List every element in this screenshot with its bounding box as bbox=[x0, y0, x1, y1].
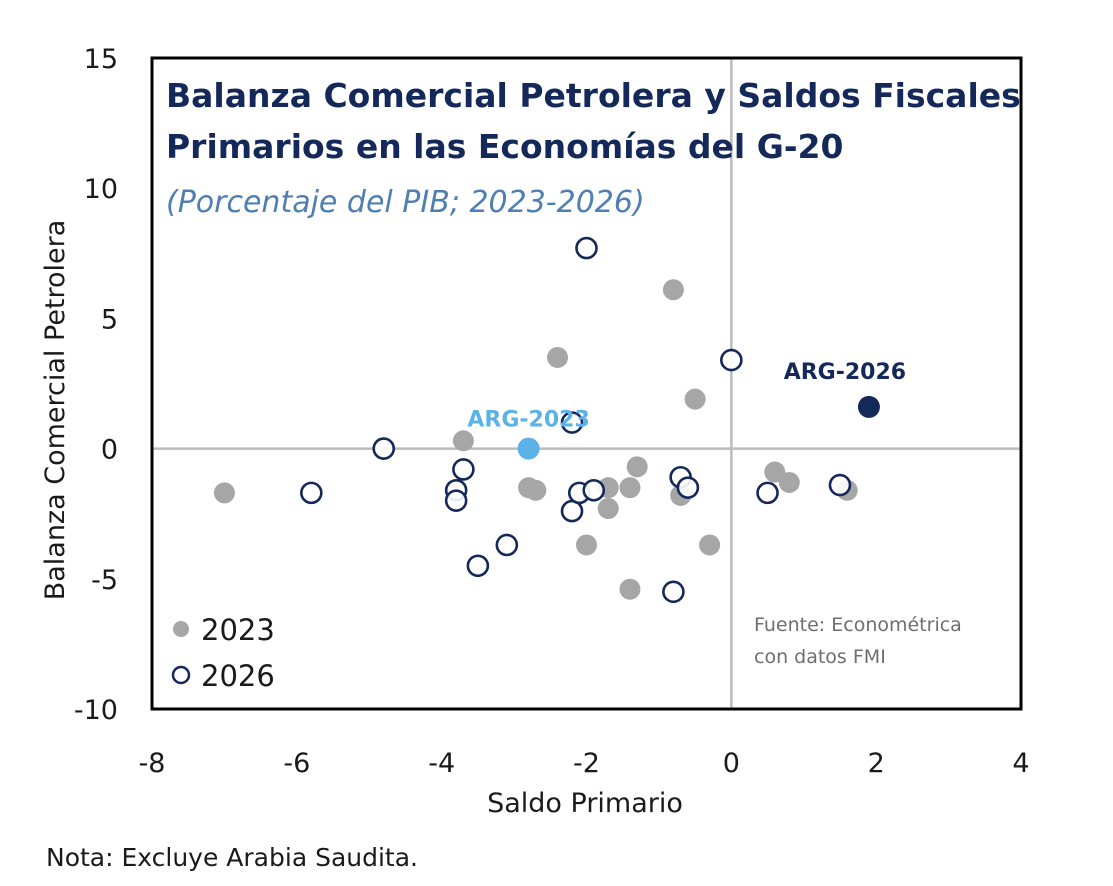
legend: 2023 2026 bbox=[171, 613, 275, 693]
legend-label-2026: 2026 bbox=[201, 659, 275, 693]
point-2026 bbox=[828, 473, 852, 497]
x-tick-label: 4 bbox=[1012, 748, 1029, 779]
point-arg-2023 bbox=[517, 437, 540, 460]
point-2026 bbox=[444, 489, 468, 512]
x-tick-label: -8 bbox=[139, 748, 166, 779]
point-2023 bbox=[597, 497, 619, 519]
point-2023 bbox=[626, 456, 648, 478]
point-2023 bbox=[452, 430, 474, 452]
point-2023 bbox=[525, 479, 547, 501]
y-axis-ticks: 15 10 5 0 -5 -10 bbox=[74, 44, 118, 726]
x-tick-label: -2 bbox=[573, 748, 600, 779]
point-2023 bbox=[547, 346, 569, 368]
point-2026 bbox=[495, 533, 519, 557]
point-2026 bbox=[676, 476, 700, 499]
y-tick-label: 0 bbox=[101, 435, 118, 466]
chart-title-line-2: Primarios en las Economías del G-20 bbox=[166, 127, 843, 166]
point-2026 bbox=[582, 478, 606, 502]
point-2023 bbox=[764, 461, 786, 483]
chart-title-line-1: Balanza Comercial Petrolera y Saldos Fis… bbox=[166, 76, 1021, 115]
x-axis-label: Saldo Primario bbox=[487, 788, 683, 819]
x-tick-label: 0 bbox=[723, 748, 740, 779]
y-tick-label: -5 bbox=[91, 565, 118, 596]
chart-subtitle: (Porcentaje del PIB; 2023-2026) bbox=[166, 185, 645, 220]
series-2026-points bbox=[300, 236, 852, 604]
point-2026 bbox=[300, 481, 323, 505]
source-line-1: Fuente: Econométrica bbox=[754, 614, 962, 636]
legend-marker-2026 bbox=[171, 665, 191, 685]
point-2026 bbox=[452, 458, 475, 481]
point-2023 bbox=[684, 388, 706, 410]
point-2026 bbox=[756, 481, 779, 505]
source-line-2: con datos FMI bbox=[754, 646, 886, 668]
point-2023 bbox=[619, 477, 641, 499]
point-2026 bbox=[662, 580, 685, 604]
point-2026 bbox=[372, 437, 396, 460]
point-2026 bbox=[720, 348, 743, 372]
point-2023 bbox=[213, 482, 235, 504]
point-2026 bbox=[575, 236, 598, 260]
x-tick-label: -6 bbox=[283, 748, 310, 779]
y-tick-label: -10 bbox=[74, 695, 118, 726]
x-axis-ticks: -8 -6 -4 -2 0 2 4 bbox=[139, 748, 1030, 779]
x-tick-label: 2 bbox=[868, 748, 885, 779]
x-tick-label: -4 bbox=[428, 748, 455, 779]
series-2023-points bbox=[213, 279, 858, 600]
point-2026 bbox=[560, 411, 584, 434]
highlight-points: ARG-2023 ARG-2026 bbox=[467, 360, 906, 460]
label-arg-2023: ARG-2023 bbox=[467, 408, 589, 433]
plot-frame bbox=[150, 56, 1023, 711]
label-arg-2026: ARG-2026 bbox=[784, 360, 906, 385]
point-arg-2026 bbox=[857, 395, 880, 418]
y-tick-label: 10 bbox=[84, 174, 118, 205]
footnote: Nota: Excluye Arabia Saudita. bbox=[46, 843, 418, 872]
legend-label-2023: 2023 bbox=[201, 613, 275, 647]
point-2023 bbox=[699, 534, 721, 556]
point-2023 bbox=[576, 534, 597, 556]
point-2023 bbox=[662, 279, 684, 301]
legend-marker-2023 bbox=[173, 621, 189, 637]
point-2023 bbox=[619, 578, 641, 600]
point-2026 bbox=[466, 554, 490, 578]
y-tick-label: 15 bbox=[84, 44, 118, 75]
y-tick-label: 5 bbox=[101, 304, 118, 335]
y-axis-label: Balanza Comercial Petrolera bbox=[40, 220, 71, 601]
point-2023 bbox=[778, 471, 800, 493]
